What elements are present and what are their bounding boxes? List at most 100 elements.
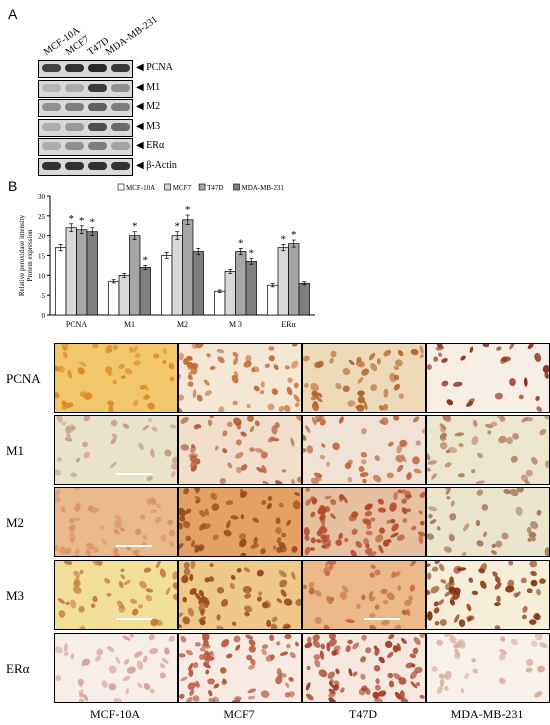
legend-swatch xyxy=(164,183,171,191)
blot-band xyxy=(65,64,84,72)
micrograph-tile xyxy=(178,560,302,630)
micrograph-tile xyxy=(426,415,550,485)
blot-strip xyxy=(38,138,133,156)
blot-band xyxy=(65,161,84,170)
bar xyxy=(267,284,279,316)
micrograph-tile xyxy=(426,343,550,413)
blot-band xyxy=(88,161,107,170)
y-tick-label: 0 xyxy=(42,312,46,320)
micrograph-tile xyxy=(426,633,550,703)
y-tick-label: 5 xyxy=(42,292,46,300)
significance-marker: * xyxy=(238,237,244,249)
blot-band xyxy=(111,103,130,111)
micrograph-tile xyxy=(302,343,426,413)
blot-band xyxy=(88,142,107,150)
micrograph-row-label: M2 xyxy=(6,515,25,530)
legend-label: T47D xyxy=(207,184,223,192)
blot-band xyxy=(42,142,61,150)
legend-swatch xyxy=(233,183,240,191)
blot-band xyxy=(65,103,84,111)
x-tick-label: M 3 xyxy=(229,320,242,329)
bar xyxy=(65,227,77,316)
significance-marker: * xyxy=(69,213,75,225)
blot-band xyxy=(42,64,61,72)
blot-band xyxy=(42,161,61,170)
bar xyxy=(192,251,204,316)
blot-label: ◀ PCNA xyxy=(136,62,173,73)
lane-label: MDA-MB-231 xyxy=(103,14,160,58)
micrograph-column-label: MCF7 xyxy=(223,707,255,721)
bar xyxy=(118,274,130,316)
micrograph-tile xyxy=(302,487,426,557)
blot-band xyxy=(111,83,130,92)
y-axis-label: Protein expression xyxy=(26,229,34,281)
bar xyxy=(108,280,120,316)
significance-marker: * xyxy=(175,221,181,233)
blot-strip xyxy=(38,60,133,78)
bar-chart: 0 5 10 15 20 25 30 Relative peroxidase intensit… xyxy=(18,183,315,329)
significance-marker: * xyxy=(291,229,297,241)
significance-marker: * xyxy=(132,221,138,233)
scale-bar xyxy=(116,473,152,475)
significance-marker: * xyxy=(90,217,96,229)
y-tick-label: 30 xyxy=(38,193,46,201)
legend-swatch xyxy=(117,183,125,191)
y-tick-label: 25 xyxy=(38,213,46,221)
blot-band xyxy=(65,122,84,131)
micrograph-tile xyxy=(54,343,178,413)
micrograph-tile xyxy=(178,487,302,557)
x-tick-label: M1 xyxy=(124,320,135,329)
blot-band xyxy=(111,64,130,72)
significance-marker: * xyxy=(185,204,191,216)
micrograph-tile xyxy=(178,343,302,413)
x-tick-label: ERα xyxy=(281,320,296,329)
panel-b-letter: B xyxy=(8,178,18,194)
y-tick-label: 10 xyxy=(38,272,46,280)
bar xyxy=(171,235,183,316)
x-tick-label: M2 xyxy=(177,320,188,329)
bar xyxy=(55,247,67,316)
bar xyxy=(245,261,257,316)
blot-strip xyxy=(38,157,133,176)
significance-marker: * xyxy=(143,254,149,266)
micrograph-row-label: M1 xyxy=(6,443,25,458)
scale-bar xyxy=(116,618,152,620)
panel-a-letter: A xyxy=(8,6,18,22)
blot-band xyxy=(42,103,61,111)
blot-label: ◀ M2 xyxy=(136,101,161,112)
blot-band xyxy=(88,83,107,92)
blot-band xyxy=(111,122,130,131)
bar xyxy=(161,255,173,316)
micrograph-tile xyxy=(54,633,178,703)
blot-label: ◀ β-Actin xyxy=(136,159,177,171)
micrograph-tile xyxy=(426,560,550,630)
micrograph-tile xyxy=(178,633,302,703)
bar xyxy=(277,247,289,316)
blot-strip xyxy=(38,79,133,98)
blot-strip xyxy=(38,99,133,117)
significance-marker: * xyxy=(249,248,255,260)
y-axis-label: Relative peroxidase intensity xyxy=(18,214,26,296)
significance-marker: * xyxy=(281,233,287,245)
micrograph-row-label: M3 xyxy=(6,588,25,603)
blot-band xyxy=(111,161,130,170)
blot-strip xyxy=(38,118,133,137)
bar xyxy=(129,235,141,316)
micrograph-column-label: MDA-MB-231 xyxy=(450,707,524,721)
bar xyxy=(76,229,88,316)
bar xyxy=(214,290,226,316)
micrograph-tile xyxy=(426,487,550,557)
scale-bar xyxy=(116,545,152,547)
y-tick-label: 20 xyxy=(38,233,46,241)
blot-band xyxy=(88,122,107,131)
bar xyxy=(298,282,310,316)
y-tick-label: 15 xyxy=(38,253,46,261)
blot-band xyxy=(88,64,107,72)
bar xyxy=(139,267,151,316)
blot-label: ◀ M1 xyxy=(136,81,161,93)
micrograph-row-label: PCNA xyxy=(6,371,41,386)
micrograph-tile xyxy=(302,415,426,485)
blot-label: ◀ M3 xyxy=(136,120,161,132)
blot-band xyxy=(111,142,130,150)
blot-band xyxy=(42,83,61,92)
